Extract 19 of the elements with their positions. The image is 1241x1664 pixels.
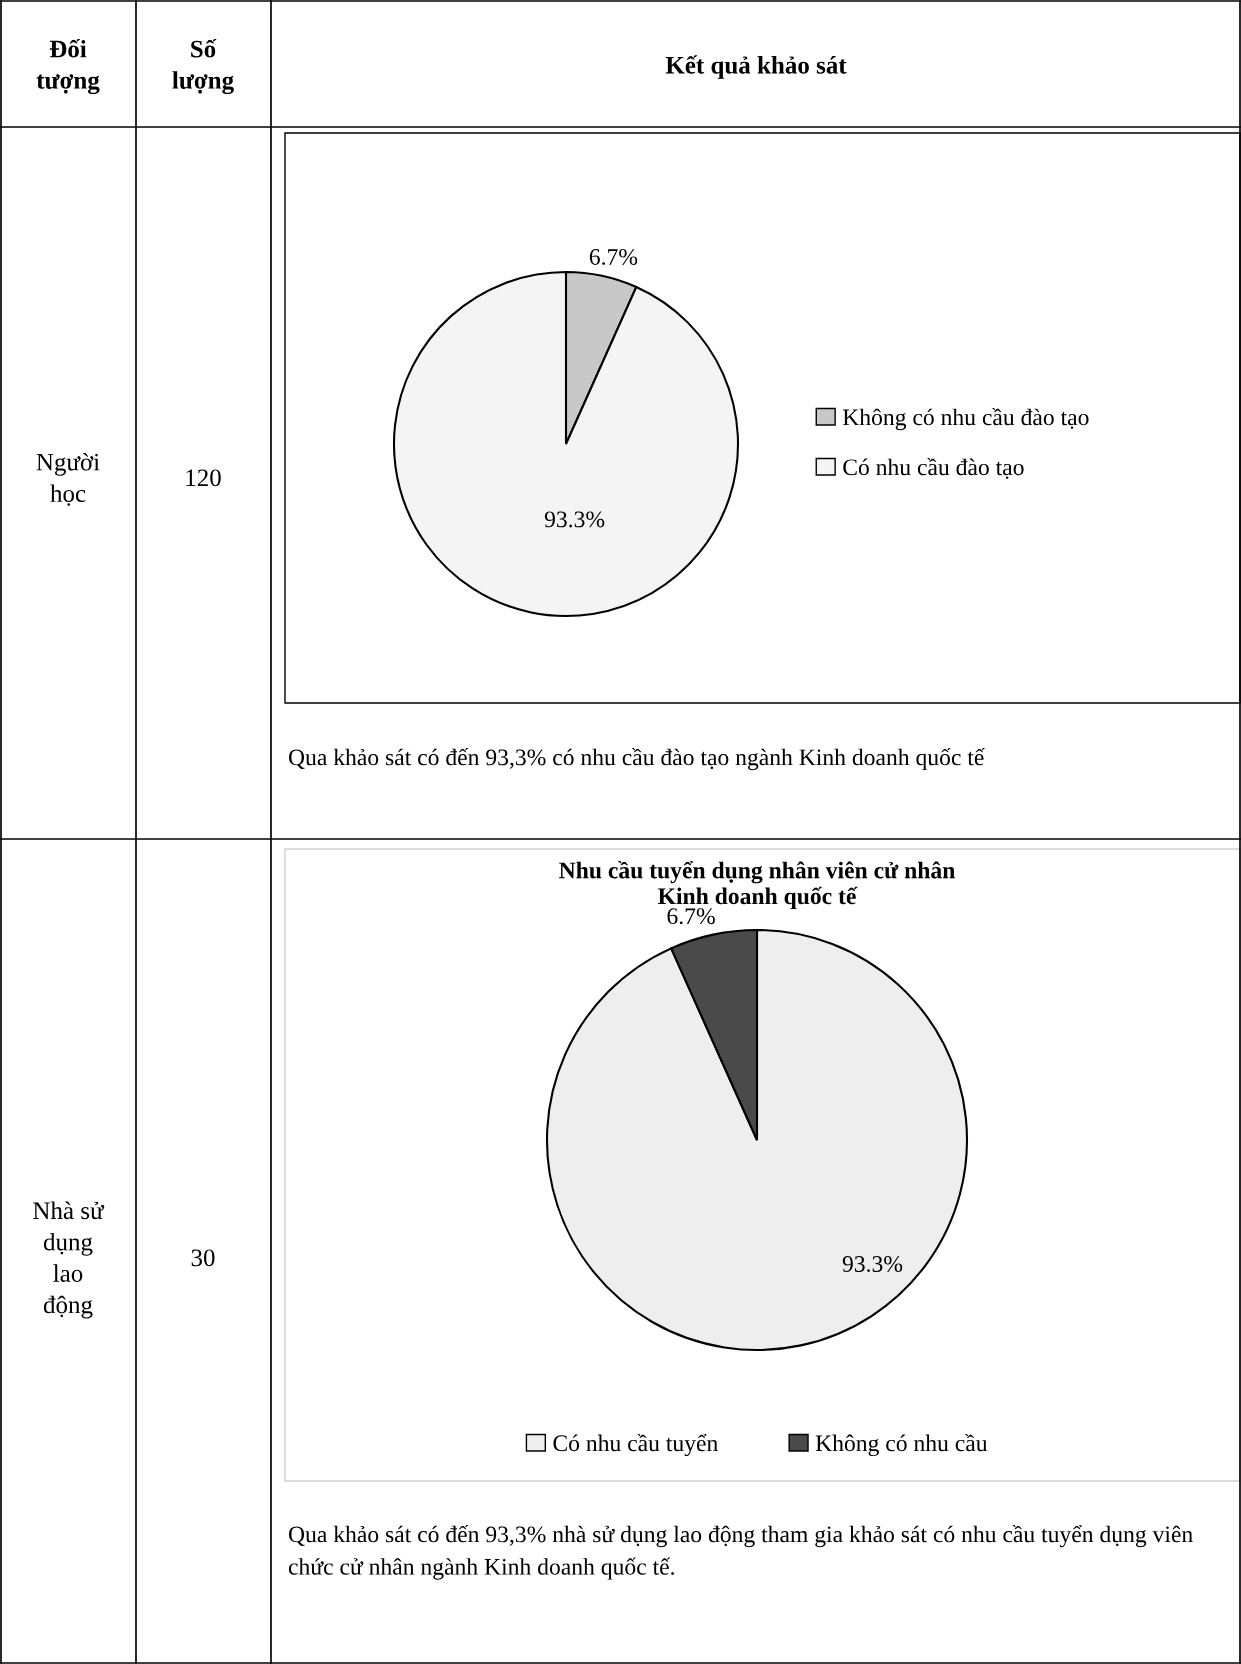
legend-label: Không có nhu cầu	[815, 1433, 988, 1457]
text: Đối tượng	[36, 39, 100, 95]
text: Nhà sử dụng lao động	[33, 1201, 105, 1319]
text: Qua khảo sát có đến 93,3% có nhu cầu đào tạo ngành Kinh doanh quốc tế	[288, 748, 985, 771]
text: 30	[191, 1249, 215, 1267]
data-label: 6.7%	[667, 908, 715, 925]
legend-label: Có nhu cầu đào tạo	[843, 457, 1024, 479]
data-label: 6.7%	[589, 248, 638, 265]
text: Số lượng	[172, 39, 234, 95]
legend-label: Có nhu cầu tuyển	[553, 1433, 718, 1457]
legend-label: Không có nhu cầu đào tạo	[842, 407, 1089, 431]
pie-slice	[392, 270, 740, 618]
data-label: 93.3%	[842, 1255, 903, 1273]
text: Qua khảo sát có đến 93,3% nhà sử dụng lao động tham gia khảo sát có nhu cầu tuyển dụng viên chức cử nhân ngành Kinh doanh quốc tế.	[288, 1525, 1193, 1580]
text: Kết quả khảo sát	[665, 55, 847, 79]
text: Người học	[36, 452, 100, 506]
pie-slice	[545, 928, 969, 1352]
data-label: 93.3%	[544, 511, 605, 528]
text: 120	[186, 469, 221, 487]
